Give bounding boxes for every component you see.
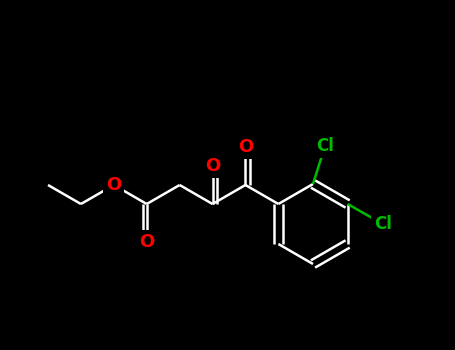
Text: Cl: Cl: [374, 215, 392, 233]
Text: Cl: Cl: [316, 137, 334, 155]
Text: O: O: [106, 176, 121, 194]
Text: O: O: [139, 233, 154, 251]
Text: O: O: [205, 157, 220, 175]
Text: O: O: [238, 138, 253, 156]
